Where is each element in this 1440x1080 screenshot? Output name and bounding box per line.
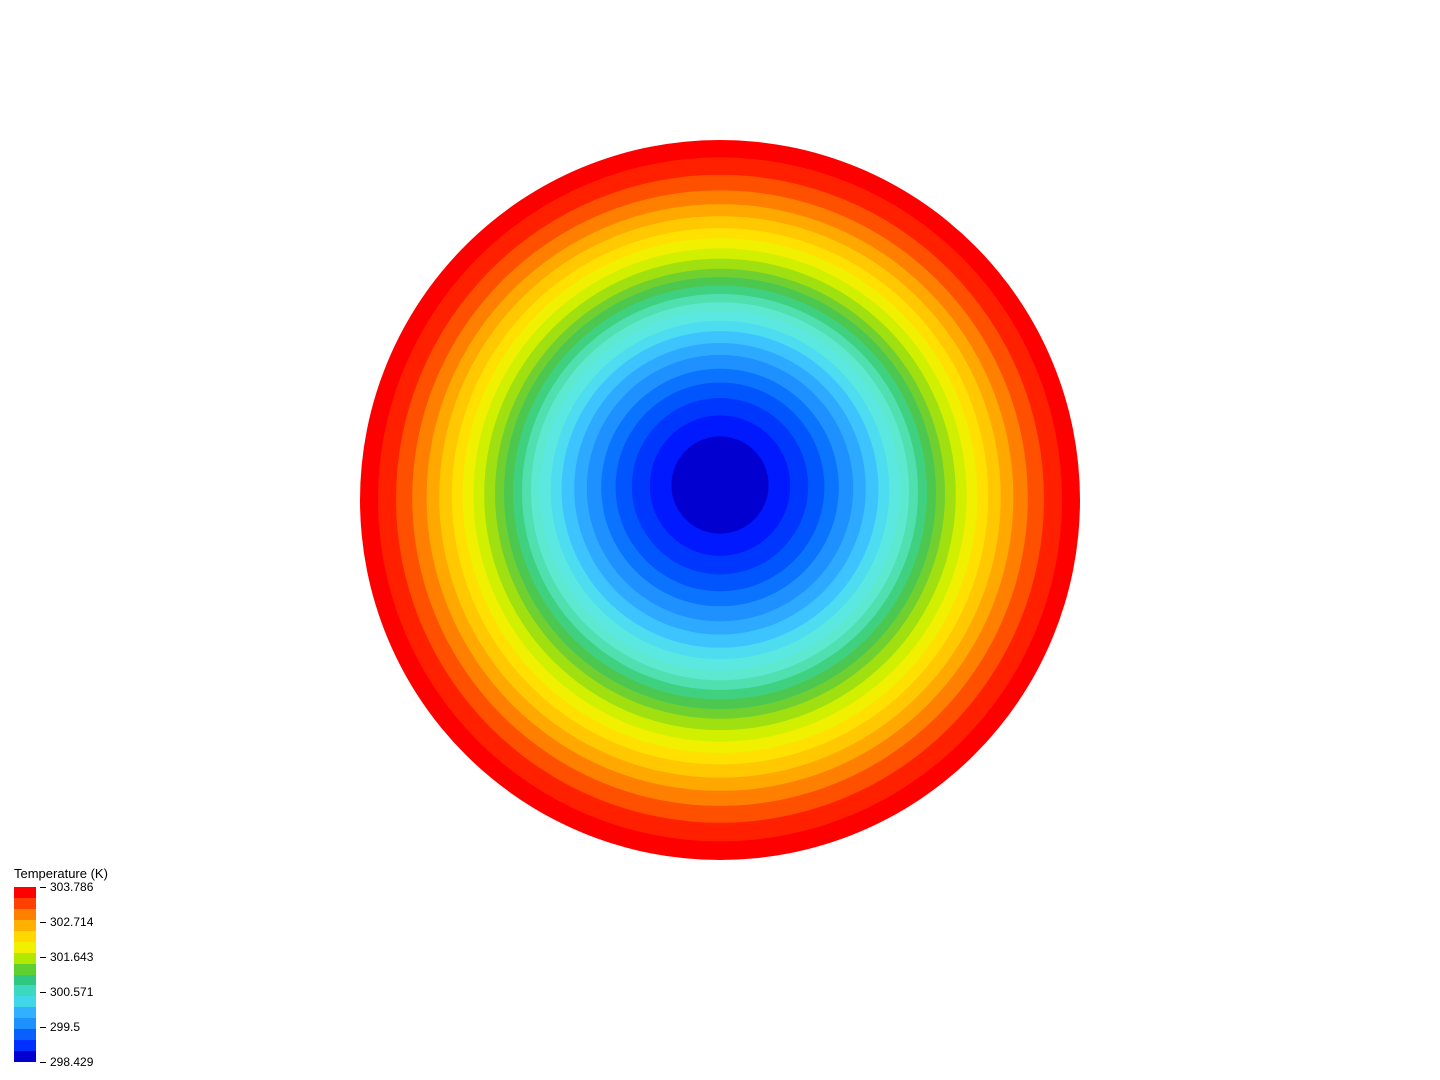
legend-tick-label: 300.571: [50, 985, 93, 999]
tick-mark: [40, 1027, 46, 1028]
legend-swatch: [14, 1029, 36, 1040]
legend-tick: 302.714: [40, 915, 93, 929]
legend-tick: 300.571: [40, 985, 93, 999]
legend-swatch: [14, 1018, 36, 1029]
legend-body: 303.786302.714301.643300.571299.5298.429: [14, 887, 110, 1062]
legend-tick-label: 303.786: [50, 880, 93, 894]
legend-swatch: [14, 996, 36, 1007]
legend-swatch: [14, 942, 36, 953]
legend-swatch: [14, 931, 36, 942]
contour-svg: [360, 140, 1080, 860]
legend-colorbar: [14, 887, 36, 1062]
tick-mark: [40, 957, 46, 958]
legend-swatch: [14, 898, 36, 909]
tick-mark: [40, 1062, 46, 1063]
legend-tick-label: 299.5: [50, 1020, 80, 1034]
legend-tick-label: 301.643: [50, 950, 93, 964]
legend-swatch: [14, 1040, 36, 1051]
legend-ticks: 303.786302.714301.643300.571299.5298.429: [40, 887, 110, 1062]
color-legend: Temperature (K) 303.786 302.714 301.643 300…: [14, 866, 110, 1062]
legend-title: Temperature (K): [14, 866, 110, 881]
legend-swatch: [14, 887, 36, 898]
legend-tick-label: 302.714: [50, 915, 93, 929]
legend-swatch: [14, 1007, 36, 1018]
legend-swatch: [14, 985, 36, 996]
legend-swatch: [14, 953, 36, 964]
legend-swatch: [14, 964, 36, 975]
legend-tick: 298.429: [40, 1055, 93, 1069]
legend-swatch: [14, 975, 36, 986]
tick-mark: [40, 887, 46, 888]
tick-mark: [40, 922, 46, 923]
temperature-contour-plot: [0, 0, 1440, 1080]
contour-band: [671, 436, 768, 533]
legend-swatch: [14, 909, 36, 920]
legend-swatch: [14, 1051, 36, 1062]
legend-tick: 301.643: [40, 950, 93, 964]
legend-tick: 299.5: [40, 1020, 80, 1034]
legend-tick: 303.786: [40, 880, 93, 894]
legend-tick-label: 298.429: [50, 1055, 93, 1069]
legend-swatch: [14, 920, 36, 931]
tick-mark: [40, 992, 46, 993]
